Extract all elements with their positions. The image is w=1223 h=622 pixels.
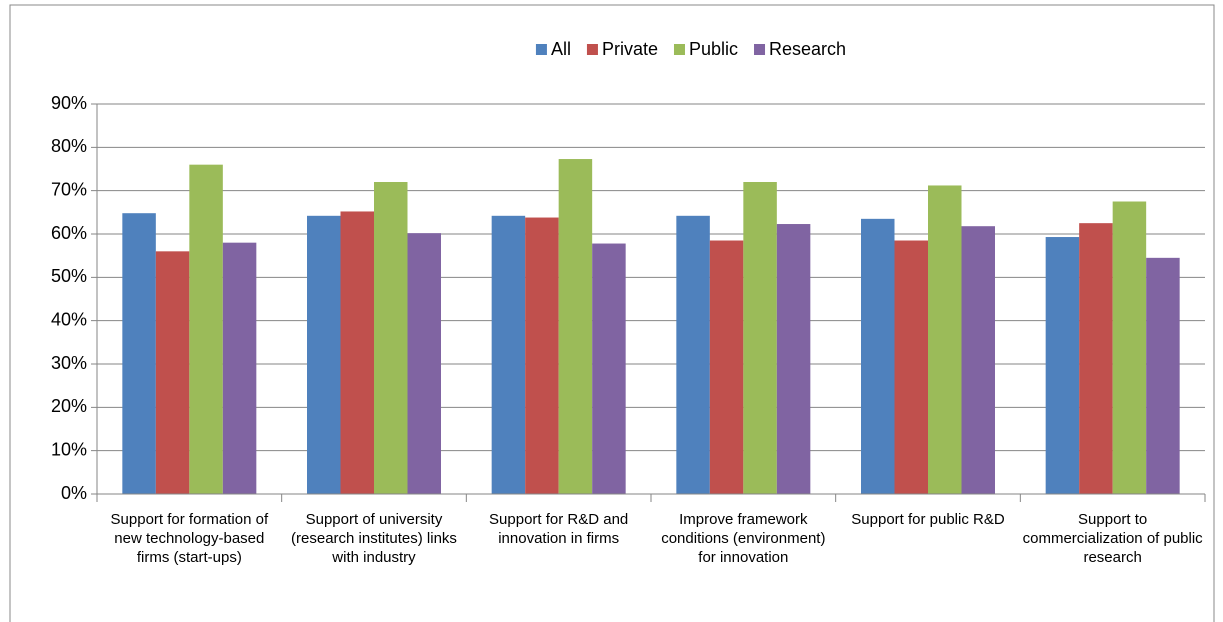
bar [407, 233, 441, 494]
bar [961, 226, 995, 494]
x-tick-label: Improve framework conditions (environmen… [661, 511, 826, 566]
bar [491, 215, 526, 495]
y-tick-label: 40% [51, 309, 87, 329]
bar [592, 243, 626, 494]
bar [1112, 201, 1147, 494]
legend-label: All [551, 39, 571, 59]
bar [525, 217, 559, 495]
bar [222, 242, 257, 494]
x-tick-label: Support for formation of new technology-… [110, 511, 269, 566]
bar [189, 164, 223, 494]
y-tick-label: 80% [51, 136, 87, 156]
bar [1079, 223, 1113, 494]
bar [155, 251, 190, 494]
y-tick-label: 20% [51, 396, 87, 416]
legend-swatch [754, 44, 766, 55]
x-tick-label: Support for R&D and innovation in firms [489, 511, 629, 547]
y-tick-label: 60% [51, 223, 87, 243]
y-tick-label: 90% [51, 93, 87, 113]
bar [558, 159, 593, 495]
y-tick-label: 30% [51, 353, 87, 373]
bar [1045, 237, 1080, 495]
bar [894, 240, 928, 494]
bar [776, 224, 811, 495]
legend-label: Public [689, 39, 738, 59]
bar [374, 182, 408, 494]
bar [743, 182, 777, 494]
x-tick-label: Support to commercialization of public r… [1022, 511, 1203, 566]
y-tick-label: 70% [51, 179, 87, 199]
x-tick-label: Support of university (research institut… [291, 511, 457, 566]
legend-swatch [535, 44, 547, 55]
chart-border [9, 4, 1215, 622]
bar [122, 213, 156, 494]
y-tick-label: 10% [51, 439, 87, 459]
bar [676, 215, 710, 495]
bar [307, 215, 341, 495]
legend-swatch [673, 44, 685, 55]
bar [861, 218, 895, 495]
x-tick-label: Support for public R&D [851, 511, 1005, 528]
y-tick-label: 50% [51, 266, 87, 286]
bar [709, 240, 744, 494]
legend-label: Research [769, 39, 846, 59]
legend-swatch [586, 44, 598, 55]
bar [928, 185, 962, 494]
legend-label: Private [602, 39, 658, 59]
bar [1146, 257, 1180, 494]
y-tick-label: 0% [61, 483, 87, 503]
bar [340, 211, 374, 494]
